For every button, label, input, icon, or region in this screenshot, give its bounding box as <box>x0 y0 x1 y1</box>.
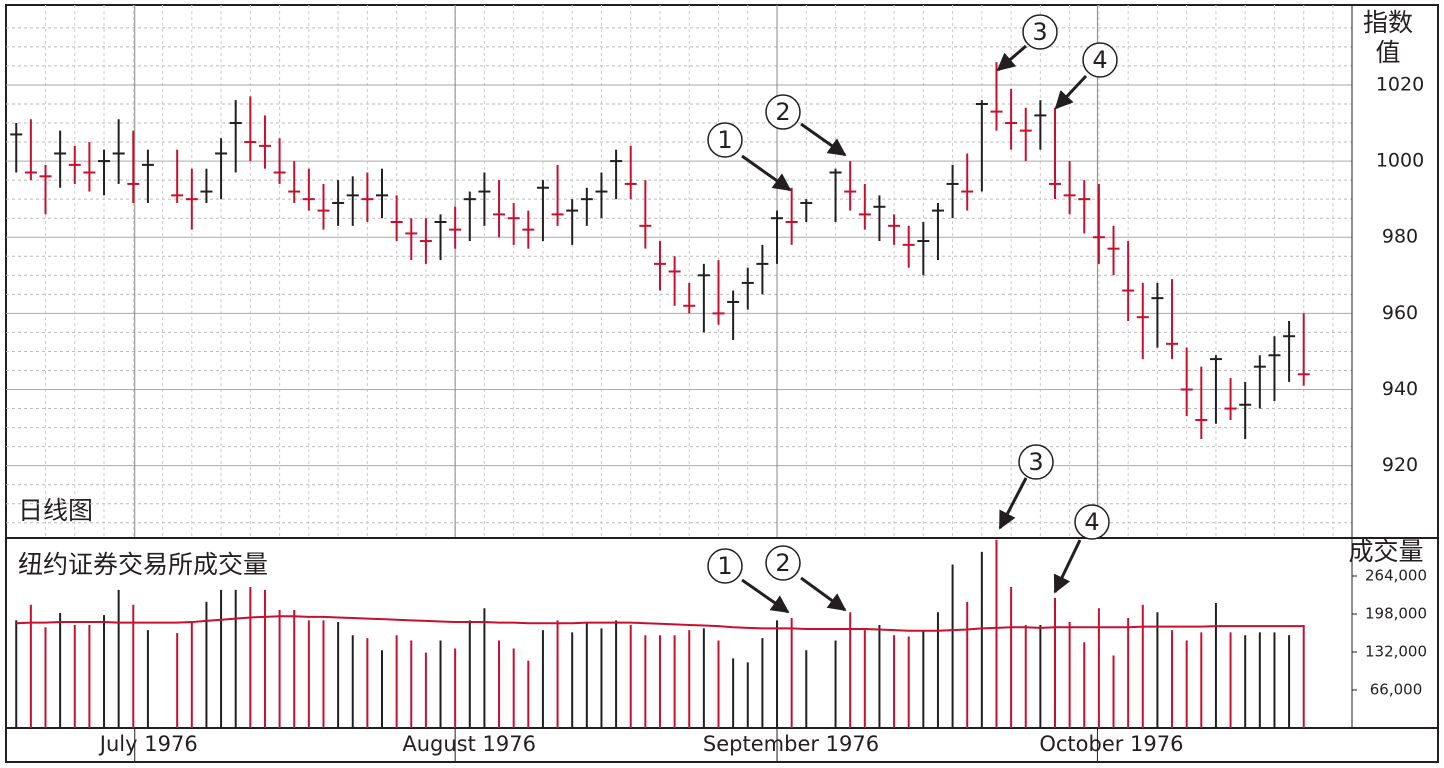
y-tick-label: 198,000 <box>1365 605 1427 623</box>
annotation-arrow <box>741 154 792 192</box>
y-tick-label: 1020 <box>1376 73 1424 95</box>
x-tick-label: July 1976 <box>98 732 198 756</box>
annotation-circle <box>1074 504 1110 540</box>
annotation-label: 3 <box>1028 448 1043 476</box>
y-label: 指数 <box>1363 8 1413 37</box>
annotation-circle <box>1082 42 1118 78</box>
y-tick-label: 1000 <box>1376 150 1424 172</box>
annotation-arrow <box>1053 539 1082 594</box>
annotation-circle <box>707 548 743 584</box>
x-tick-label: August 1976 <box>402 732 536 756</box>
annotation-arrow <box>996 44 1027 72</box>
annotation-arrow <box>800 576 847 612</box>
y-tick-label: 960 <box>1382 302 1418 324</box>
annotation-circle <box>765 545 801 581</box>
annotation-label: 3 <box>1032 18 1047 46</box>
volume-label: 成交量 <box>1348 537 1423 566</box>
annotation-arrow <box>800 122 847 157</box>
x-tick-label: September 1976 <box>703 732 879 756</box>
y-tick-label: 940 <box>1382 378 1418 400</box>
annotation-circle <box>1018 444 1054 480</box>
average-line <box>16 615 1304 632</box>
annotation-circle <box>1022 14 1058 50</box>
annotation-label: 2 <box>775 549 790 577</box>
y-tick-label: 264,000 <box>1365 567 1427 585</box>
annotation-label: 4 <box>1084 508 1099 536</box>
y-tick-label: 980 <box>1382 226 1418 248</box>
annotation-label: 4 <box>1092 46 1107 74</box>
annotation-label: 1 <box>717 552 732 580</box>
y-tick-label: 920 <box>1382 454 1418 476</box>
annotation-circle <box>707 122 743 158</box>
x-tick-label: October 1976 <box>1039 732 1183 756</box>
price-title: 日线图 <box>18 496 93 525</box>
y-tick-label: 66,000 <box>1370 681 1423 699</box>
y-tick-label: 132,000 <box>1365 643 1427 661</box>
annotation-arrow <box>1054 74 1088 110</box>
annotation-label: 2 <box>775 98 790 126</box>
y-label: 值 <box>1375 38 1400 67</box>
volume-title: 纽约证券交易所成交量 <box>18 550 268 579</box>
annotation-arrow <box>741 578 790 614</box>
grid <box>6 5 1352 538</box>
annotation-label: 1 <box>717 126 732 154</box>
annotation-circle <box>765 94 801 130</box>
annotation-arrow <box>998 477 1028 530</box>
